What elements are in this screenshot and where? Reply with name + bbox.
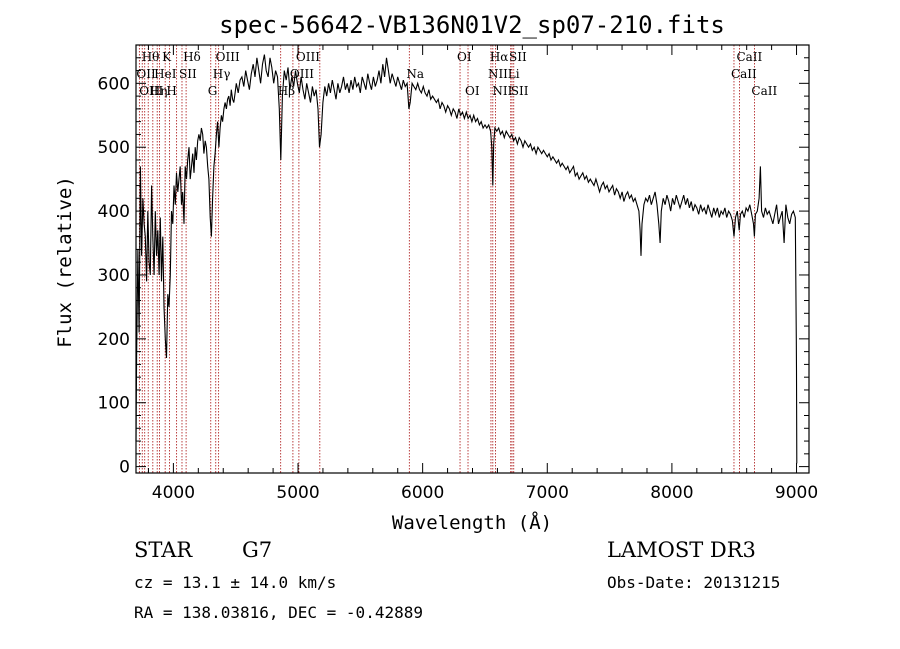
line-label-li: Li bbox=[508, 67, 520, 81]
x-tick-label: 7000 bbox=[526, 483, 569, 503]
line-label-h: H bbox=[166, 84, 176, 98]
y-tick-label: 600 bbox=[98, 74, 130, 94]
line-label-hβ: Hβ bbox=[278, 84, 295, 98]
x-tick-label: 9000 bbox=[775, 483, 818, 503]
line-label-oiii: OIII bbox=[296, 50, 320, 64]
redshift-readout: cz = 13.1 ± 14.0 km/s bbox=[134, 573, 337, 592]
y-tick-label: 500 bbox=[98, 138, 130, 158]
y-tick-label: 200 bbox=[98, 330, 130, 350]
line-label-caii: CaII bbox=[731, 67, 757, 81]
line-label-oiii: OIII bbox=[139, 84, 163, 98]
spectrum-chart: spec-56642-VB136N01V2_sp07-210.fits Hθ K H… bbox=[54, 11, 818, 534]
line-label-k: K bbox=[162, 50, 172, 64]
line-label-sii: SII bbox=[179, 67, 197, 81]
line-label-hθ: Hθ bbox=[142, 50, 160, 64]
line-label-hδ: Hδ bbox=[183, 50, 201, 64]
x-tick-label: 8000 bbox=[650, 483, 693, 503]
line-label-oiii: OIII bbox=[290, 67, 314, 81]
y-tick-label: 300 bbox=[98, 266, 130, 286]
x-axis-label: Wavelength (Å) bbox=[392, 511, 552, 534]
observation-date: Obs-Date: 20131215 bbox=[607, 573, 781, 592]
x-axis-ticks: 4000 5000 6000 7000 8000 9000 bbox=[147, 45, 818, 503]
line-label-oii: OII bbox=[136, 67, 156, 81]
chart-title: spec-56642-VB136N01V2_sp07-210.fits bbox=[219, 11, 725, 39]
line-label-hγ: Hγ bbox=[213, 67, 231, 81]
line-label-oi: OI bbox=[457, 50, 472, 64]
line-label-na: Na bbox=[406, 67, 424, 81]
line-label-hei: HeI bbox=[154, 67, 177, 81]
line-label-oi: OI bbox=[465, 84, 480, 98]
line-label-sii: SII bbox=[509, 50, 527, 64]
plot-frame bbox=[135, 44, 810, 474]
object-class: STAR bbox=[134, 538, 193, 562]
spectrum-line bbox=[135, 54, 798, 464]
y-tick-label: 100 bbox=[98, 394, 130, 414]
y-tick-label: 400 bbox=[98, 202, 130, 222]
y-axis-ticks: 0 100 200 300 400 500 600 bbox=[98, 57, 809, 478]
line-label-nii: NII bbox=[492, 84, 512, 98]
line-label-oiii: OIII bbox=[216, 50, 240, 64]
x-tick-label: 6000 bbox=[401, 483, 444, 503]
coordinates-readout: RA = 138.03816, DEC = -0.42889 bbox=[134, 603, 423, 622]
y-tick-label: 0 bbox=[119, 458, 130, 478]
line-label-caii: CaII bbox=[751, 84, 777, 98]
object-subclass: G7 bbox=[242, 538, 273, 562]
x-tick-label: 4000 bbox=[152, 483, 195, 503]
y-axis-label: Flux (relative) bbox=[54, 176, 76, 348]
line-label-sii: SII bbox=[511, 84, 529, 98]
line-label-caii: CaII bbox=[736, 50, 762, 64]
x-tick-label: 5000 bbox=[276, 483, 319, 503]
survey-name: LAMOST DR3 bbox=[607, 538, 756, 562]
line-label-nii: NII bbox=[488, 67, 508, 81]
line-label-hα: Hα bbox=[490, 50, 509, 64]
line-label-g: G bbox=[208, 84, 218, 98]
line-label-hη: Hη bbox=[150, 84, 168, 98]
